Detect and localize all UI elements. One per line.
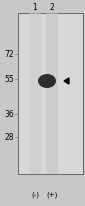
Text: (+): (+) xyxy=(46,191,58,197)
Text: 2: 2 xyxy=(50,4,54,12)
Text: (-): (-) xyxy=(31,191,39,197)
Bar xyxy=(18,14,83,174)
Text: 28: 28 xyxy=(5,133,14,142)
Text: 36: 36 xyxy=(4,110,14,119)
Ellipse shape xyxy=(38,75,56,89)
Text: 1: 1 xyxy=(33,4,37,12)
Bar xyxy=(29,14,41,174)
Text: 72: 72 xyxy=(4,50,14,59)
Polygon shape xyxy=(64,79,69,85)
Bar xyxy=(46,14,58,174)
Text: 55: 55 xyxy=(4,75,14,84)
